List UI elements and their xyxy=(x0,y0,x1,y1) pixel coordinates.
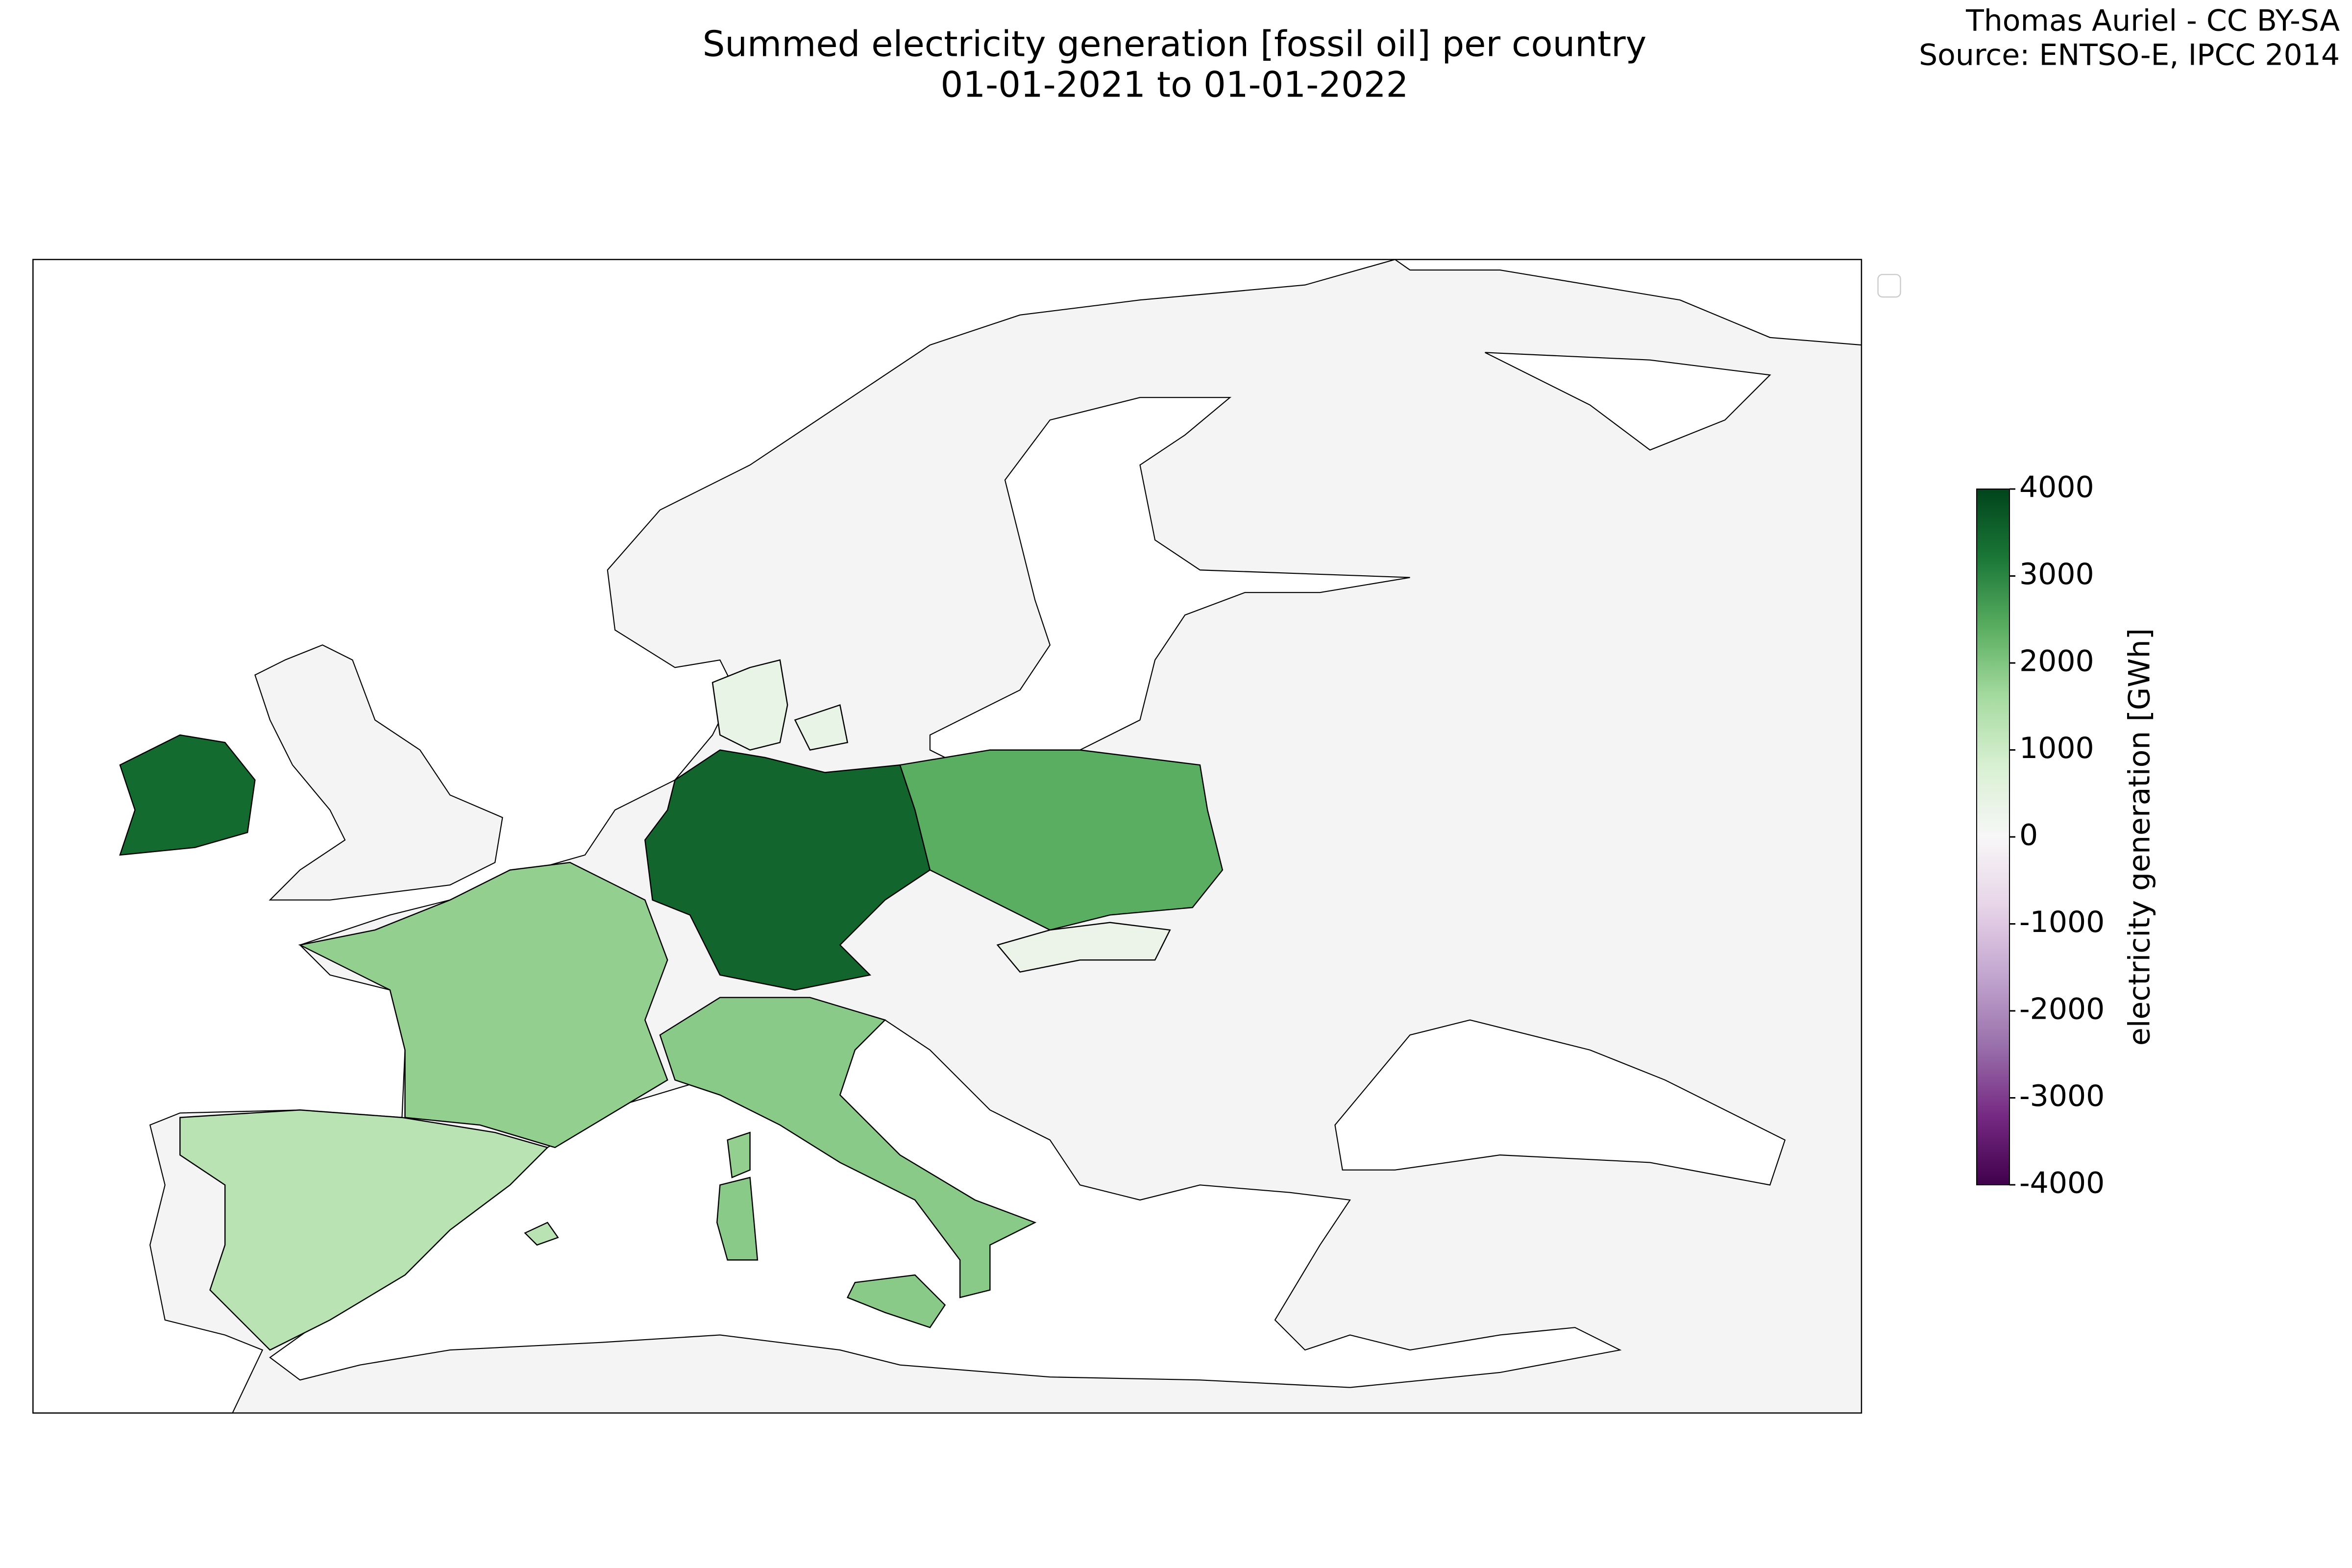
colorbar-tick-label: 1000 xyxy=(2019,731,2094,765)
colorbar-tick-label: 2000 xyxy=(2019,644,2094,679)
map-subtitle: 01-01-2021 to 01-01-2022 xyxy=(941,64,1409,105)
region xyxy=(298,861,751,1178)
region xyxy=(179,1109,559,1351)
attribution: Source: ENTSO-E, IPCC 2014 xyxy=(1919,38,2340,73)
sea xyxy=(1334,1019,1786,1186)
region xyxy=(659,997,1037,1328)
region xyxy=(996,922,1171,973)
legend-box xyxy=(1877,273,1901,298)
colorbar xyxy=(1976,489,2010,1185)
land xyxy=(254,644,503,901)
region xyxy=(644,749,931,991)
map-frame xyxy=(32,259,1862,1414)
region xyxy=(899,749,1224,931)
attribution: Thomas Auriel - CC BY-SA xyxy=(1965,4,2340,38)
colorbar-tick-label: -1000 xyxy=(2019,905,2105,939)
colorbar-tick-label: 3000 xyxy=(2019,557,2094,591)
colorbar-label: electricity generation [GWh] xyxy=(2123,628,2157,1046)
map-title: Summed electricity generation [fossil oi… xyxy=(703,24,1647,65)
region xyxy=(711,659,849,751)
colorbar-tick-label: -2000 xyxy=(2019,992,2105,1027)
colorbar-tick-label: 4000 xyxy=(2019,470,2094,505)
colorbar-tick-label: 0 xyxy=(2019,818,2038,853)
region xyxy=(119,734,256,856)
map xyxy=(32,259,1901,1414)
colorbar-tick-label: -4000 xyxy=(2019,1166,2105,1200)
sea xyxy=(1485,352,1771,451)
colorbar-tick-label: -3000 xyxy=(2019,1079,2105,1113)
